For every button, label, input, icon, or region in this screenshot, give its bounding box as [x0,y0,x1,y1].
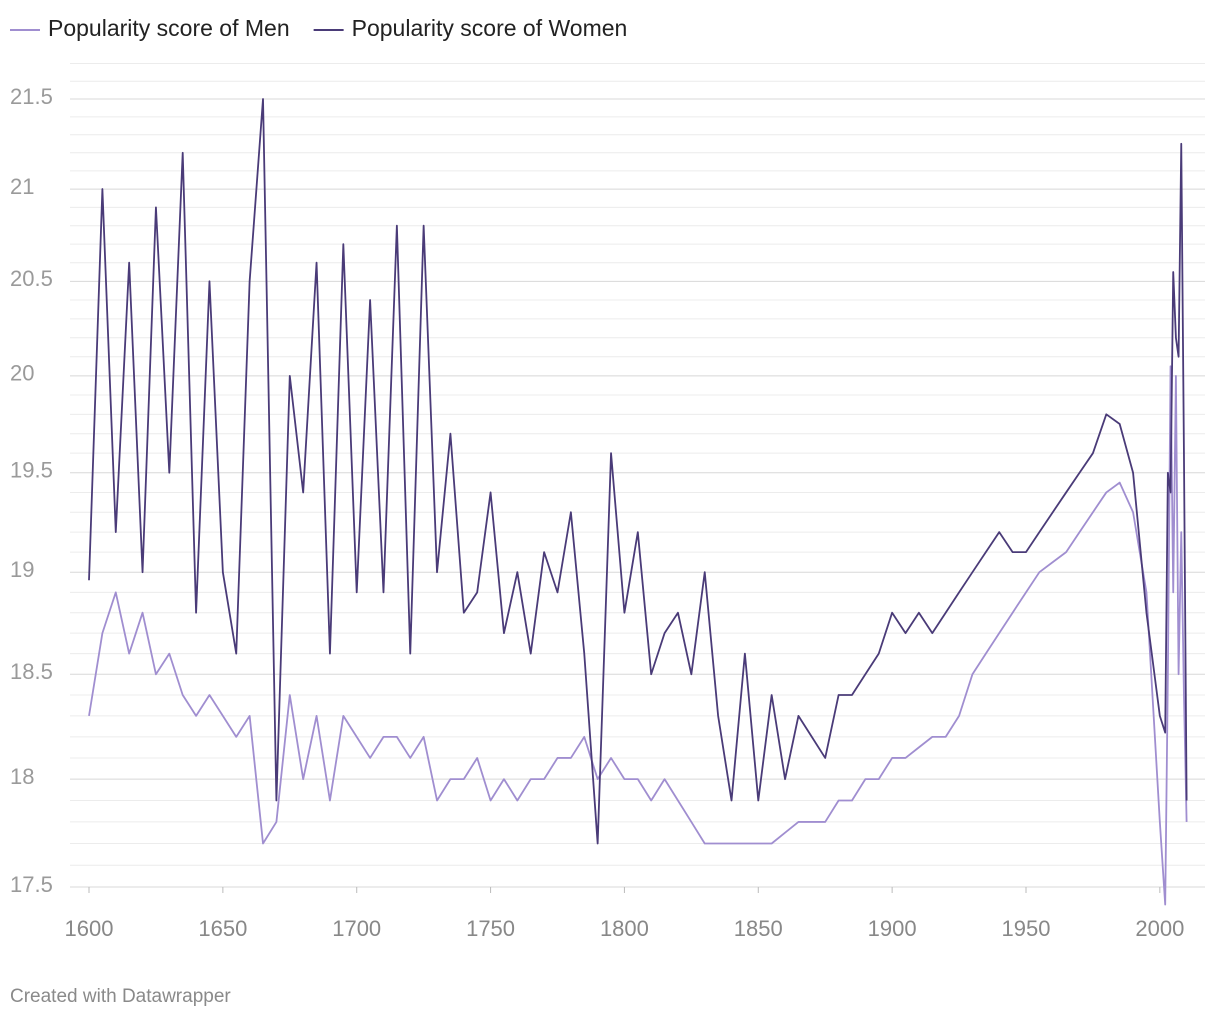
y-tick-label: 17.5 [10,872,53,897]
x-tick-label: 1900 [868,916,917,941]
line-series [88,365,1188,906]
x-tick-label: 1650 [198,916,247,941]
legend-label: Popularity score of Men [48,15,290,41]
footer: Created with Datawrapper [10,986,231,1007]
y-tick-label: 18 [10,764,34,789]
y-tick-label: 18.5 [10,659,53,684]
y-tick-label: 21.5 [10,84,53,109]
x-tick-label: 1600 [65,916,114,941]
x-tick-label: 1700 [332,916,381,941]
y-tick-label: 19.5 [10,458,53,483]
x-tick-label: 1950 [1002,916,1051,941]
x-tick-label: 1750 [466,916,515,941]
legend-label: Popularity score of Women [352,15,628,41]
x-tick-label: 1800 [600,916,649,941]
y-tick-label: 21 [10,174,34,199]
y-tick-label: 20.5 [10,266,53,291]
y-tick-label: 19 [10,557,34,582]
x-tick-label: 2000 [1135,916,1184,941]
line-series [88,98,1188,845]
x-tick-label: 1850 [734,916,783,941]
y-tick-label: 20 [10,361,34,386]
